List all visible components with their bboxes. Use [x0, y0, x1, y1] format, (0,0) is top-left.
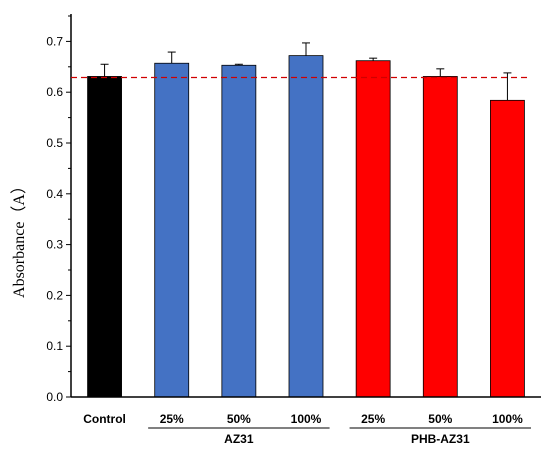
category-label: 25%	[160, 412, 184, 426]
category-label: 50%	[428, 412, 452, 426]
group-label: PHB-AZ31	[411, 432, 470, 446]
error-bars-layer	[100, 42, 512, 101]
y-tick-label: 0.7	[46, 34, 63, 48]
y-tick-label: 0.1	[46, 339, 63, 353]
bar	[355, 60, 391, 398]
y-tick-label: 0.0	[46, 390, 63, 404]
bar	[490, 99, 525, 398]
category-label: 100%	[492, 412, 523, 426]
category-label: 50%	[227, 412, 251, 426]
bar	[288, 55, 324, 398]
bars-layer	[87, 55, 525, 398]
category-label: 25%	[361, 412, 385, 426]
y-tick-label: 0.4	[46, 187, 63, 201]
y-tick-label: 0.6	[46, 85, 63, 99]
y-tick-label: 0.2	[46, 288, 63, 302]
y-axis-title: Absorbance（A）	[10, 178, 28, 298]
category-label: 100%	[291, 412, 322, 426]
group-label: AZ31	[224, 432, 254, 446]
bar	[422, 76, 458, 398]
bar	[221, 64, 257, 398]
bar	[87, 76, 122, 398]
category-label: Control	[83, 412, 126, 426]
labels-layer: 0.0 0.1 0.2 0.3 0.4 0.5 0.6 0.7 Control 25% 50% 100…	[46, 34, 531, 446]
y-tick-label: 0.5	[46, 136, 63, 150]
bar	[154, 62, 190, 398]
y-tick-label: 0.3	[46, 238, 63, 252]
